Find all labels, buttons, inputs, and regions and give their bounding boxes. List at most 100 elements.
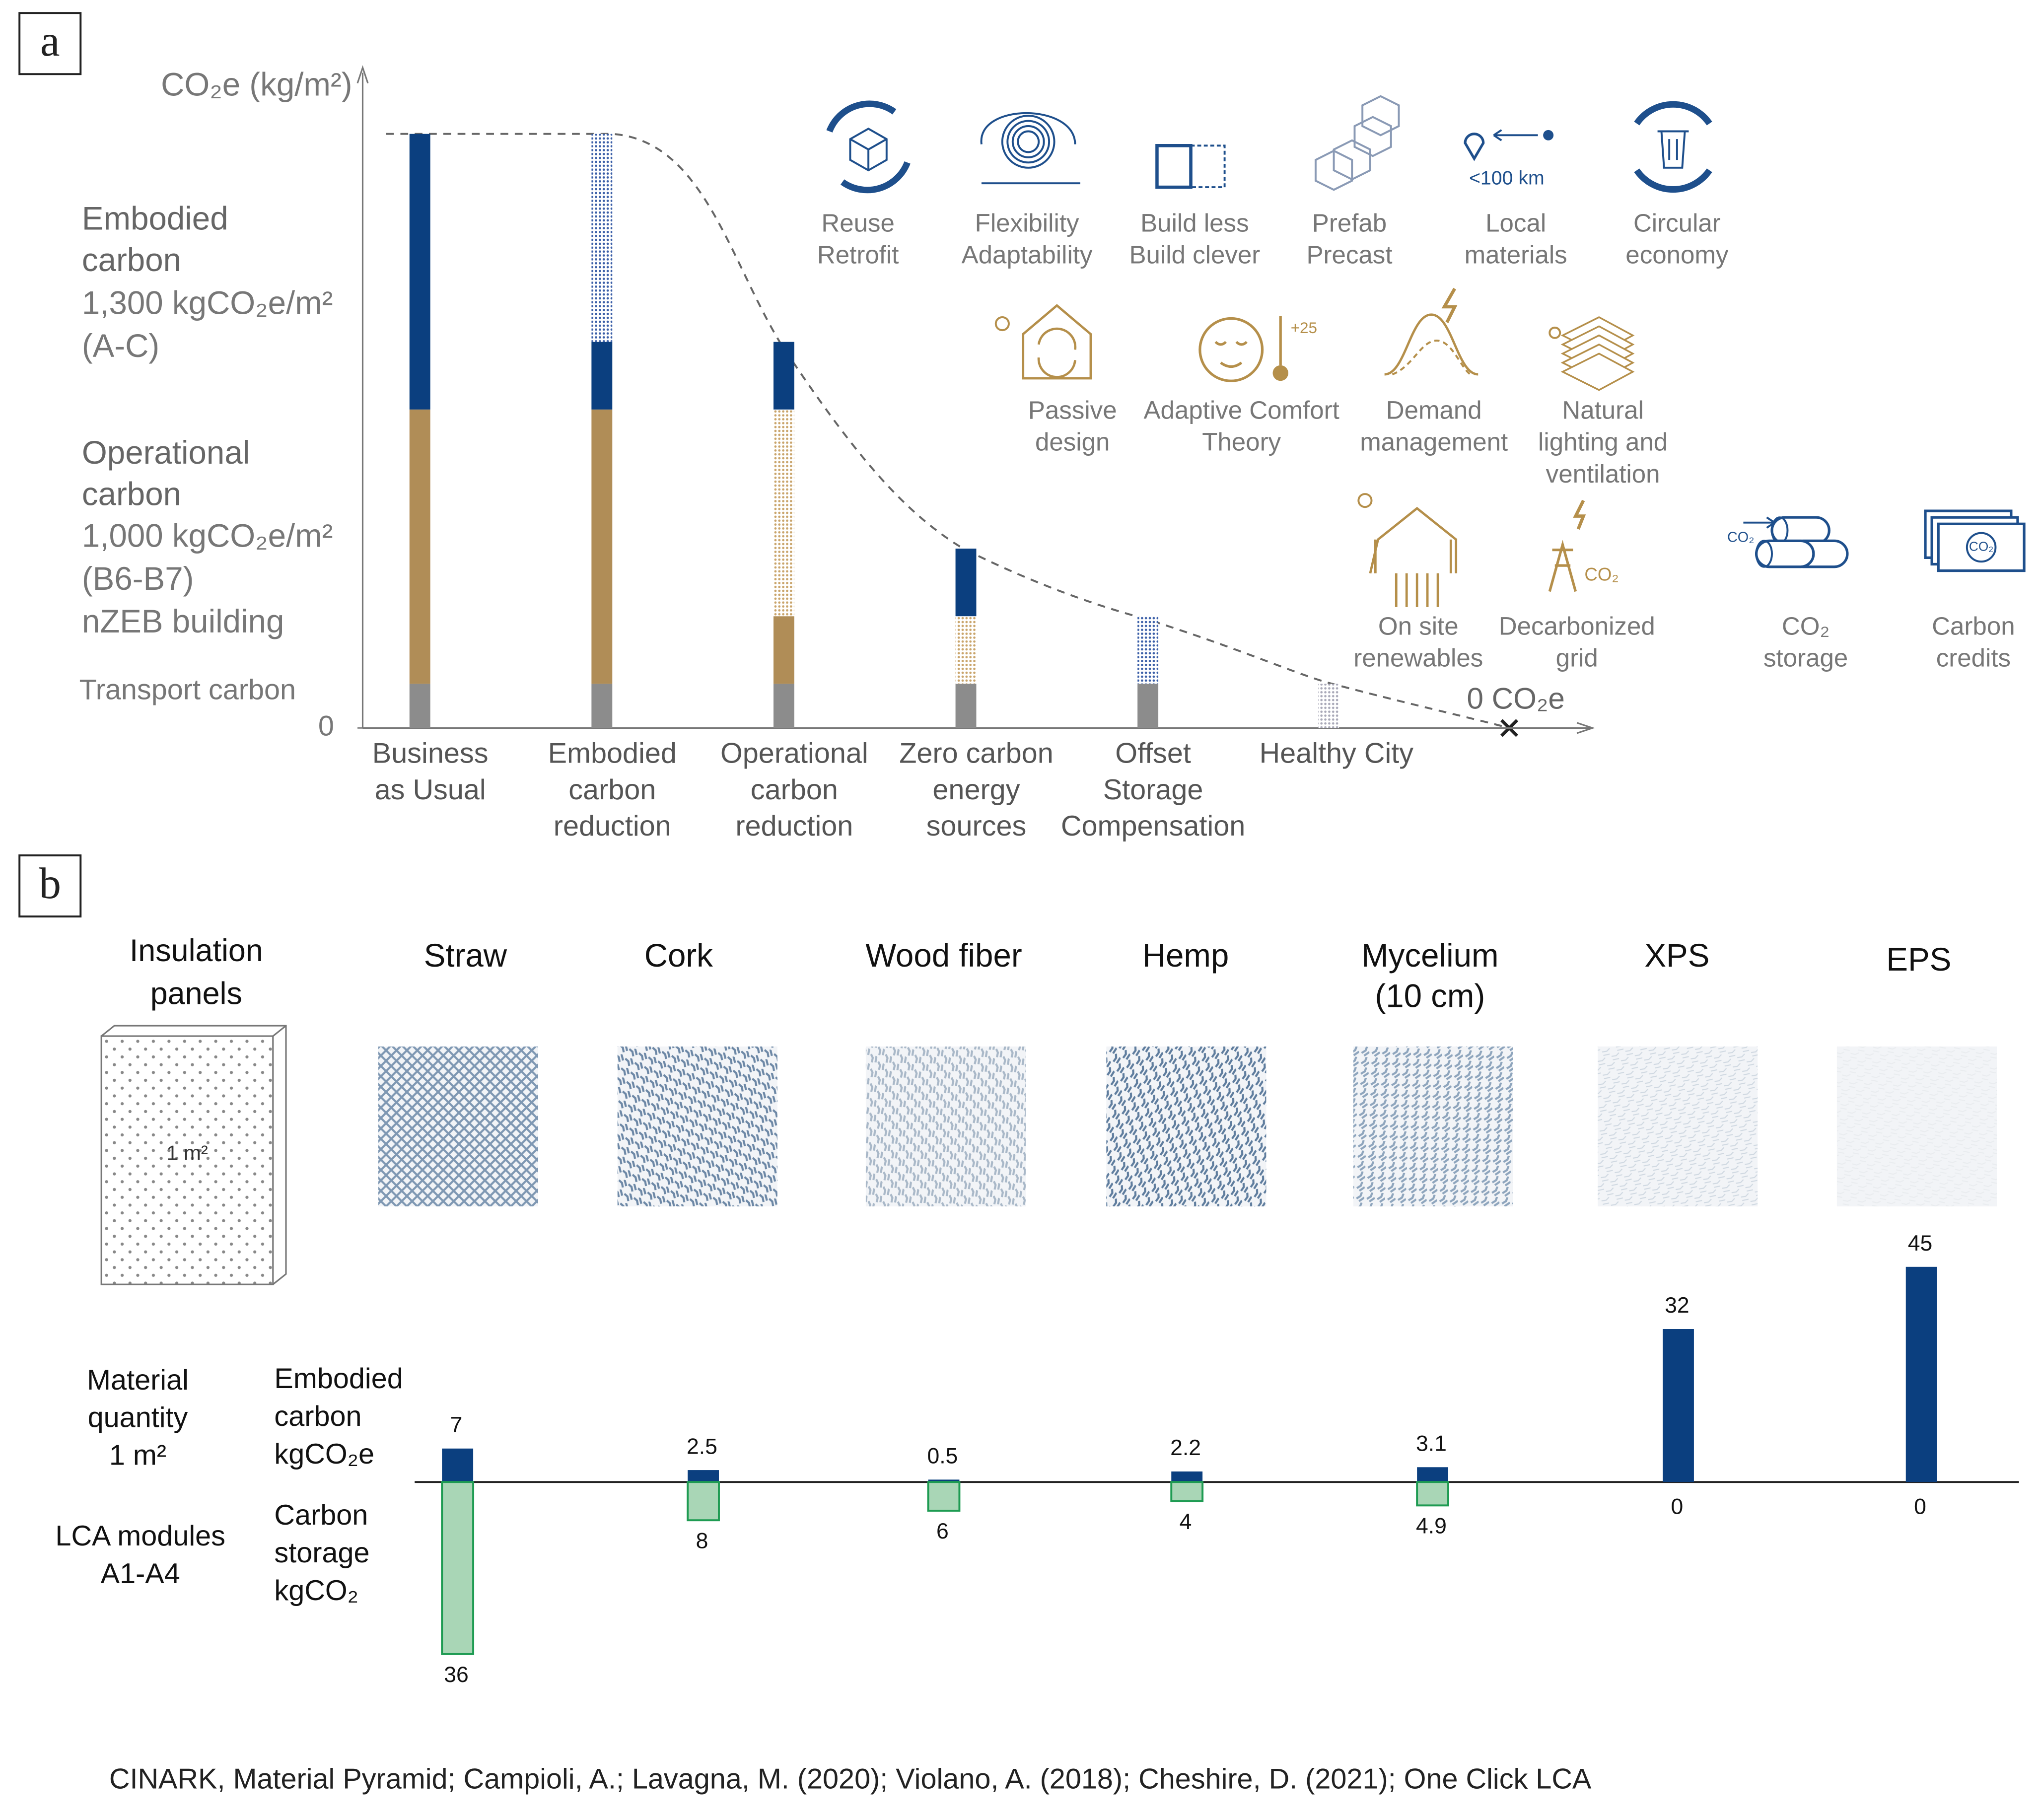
value-label: 32 xyxy=(1665,1293,1689,1318)
row-label: storage xyxy=(274,1537,369,1569)
strategy-label: lighting and xyxy=(1538,428,1668,456)
icon-part xyxy=(1006,120,1051,164)
strategy-label: Reuse xyxy=(821,209,895,237)
bar-segment xyxy=(955,549,977,617)
bar-segment xyxy=(409,409,430,684)
material-texture xyxy=(1353,1046,1513,1207)
strategy-label: Adaptive Comfort xyxy=(1143,396,1339,424)
strategy-label: On site xyxy=(1378,612,1459,640)
source: CINARK, Material Pyramid; Campioli, A.; … xyxy=(109,1763,1592,1795)
insulation-panel xyxy=(100,1035,274,1285)
material-texture xyxy=(1598,1046,1758,1207)
bar xyxy=(927,1481,961,1512)
icon-part xyxy=(980,112,1080,185)
icon-part xyxy=(1392,340,1471,375)
x-tick-label: reduction xyxy=(735,810,853,842)
side-label: carbon xyxy=(82,476,181,512)
value-label: 2.2 xyxy=(1170,1436,1201,1460)
icon-part xyxy=(1198,317,1264,382)
side-label: carbon xyxy=(82,242,181,278)
bar-segment xyxy=(591,134,613,342)
icon-part xyxy=(1011,125,1045,158)
category-label: Cork xyxy=(644,937,713,974)
row-label: 1 m² xyxy=(109,1440,166,1471)
category-label: EPS xyxy=(1886,941,1951,978)
x-tick-label: sources xyxy=(926,810,1027,842)
strategy-label: design xyxy=(1035,428,1110,456)
icon-part xyxy=(1548,326,1561,339)
y-tick-label: 0 xyxy=(318,710,334,742)
value-label: 4 xyxy=(1180,1510,1192,1534)
value-label: 0 xyxy=(1914,1494,1926,1519)
icon-part xyxy=(1937,522,2026,572)
strategy-icon xyxy=(1357,493,1458,607)
row-label: quantity xyxy=(88,1402,188,1434)
icon-part xyxy=(1357,493,1373,508)
bar-segment xyxy=(955,616,977,684)
material-texture xyxy=(617,1046,777,1207)
icon-part xyxy=(1441,287,1458,323)
icon-part xyxy=(1573,499,1586,530)
strategy-label: renewables xyxy=(1353,643,1483,672)
icon-part xyxy=(1001,115,1056,169)
strategy-icon xyxy=(826,100,911,194)
row-label: Embodied xyxy=(274,1363,403,1395)
side-label: 1,000 kgCO₂e/m² xyxy=(82,517,333,554)
x-tick-label: Operational xyxy=(720,738,868,770)
bar-segment xyxy=(773,342,794,410)
icon-part xyxy=(1657,130,1689,169)
strategy-label: Carbon xyxy=(1932,612,2015,640)
axis-arrow xyxy=(356,65,369,84)
row-label: A1-A4 xyxy=(101,1558,180,1590)
icon-part xyxy=(1022,304,1092,380)
panel-area: 1 m² xyxy=(166,1141,208,1164)
strategy-icon xyxy=(1384,287,1478,376)
bar-segment xyxy=(1318,684,1339,728)
panel-depth xyxy=(272,1025,286,1037)
panel-box xyxy=(18,12,82,75)
strategy-label: economy xyxy=(1625,241,1729,269)
icon-part xyxy=(1966,532,1997,563)
strategy-icon: +25 xyxy=(1198,316,1317,382)
bar xyxy=(928,1479,960,1482)
x-tick-label: Compensation xyxy=(1061,810,1245,842)
x-tick-label: energy xyxy=(932,774,1020,806)
icon-part xyxy=(1543,130,1554,140)
icon-text: CO₂ xyxy=(1969,539,1993,554)
icon-part xyxy=(1369,506,1458,607)
strategy-label: management xyxy=(1360,428,1508,456)
icon-part xyxy=(1353,116,1392,157)
icon-part xyxy=(1755,540,1773,568)
strategy-label: Decarbonized xyxy=(1499,612,1655,640)
side-label: (B6-B7) xyxy=(82,560,194,597)
strategy-label: Demand xyxy=(1386,396,1482,424)
panel-title: Insulation xyxy=(130,933,263,968)
strategy-label: Retrofit xyxy=(817,241,899,269)
category-label: Mycelium xyxy=(1361,937,1498,974)
x-tick-label: Zero carbon xyxy=(899,738,1054,770)
bar-segment xyxy=(409,684,430,728)
value-label: 7 xyxy=(450,1413,463,1437)
x-tick-label: Offset xyxy=(1115,738,1191,770)
strategy-label: Circular xyxy=(1633,209,1721,237)
x-tick-label: reduction xyxy=(554,810,671,842)
bar-segment xyxy=(1137,616,1159,684)
strategy-icon xyxy=(1634,101,1712,193)
x-tick-label: Healthy City xyxy=(1260,738,1414,770)
bar-segment xyxy=(591,684,613,728)
category-label: (10 cm) xyxy=(1375,978,1485,1014)
icon-text: CO₂ xyxy=(1584,564,1619,585)
strategy-label: Passive xyxy=(1028,396,1117,424)
category-label: Straw xyxy=(424,937,507,974)
icon-part xyxy=(1384,313,1478,376)
bar xyxy=(1663,1329,1694,1482)
material-texture xyxy=(1836,1046,1997,1207)
icon-part xyxy=(1743,516,1776,529)
x-tick-label: Storage xyxy=(1103,774,1203,806)
strategy-label: Adaptability xyxy=(962,241,1093,269)
material-texture xyxy=(378,1046,539,1207)
icon-part xyxy=(1333,139,1371,181)
strategy-label: credits xyxy=(1936,643,2011,672)
strategy-icon xyxy=(1314,95,1400,191)
